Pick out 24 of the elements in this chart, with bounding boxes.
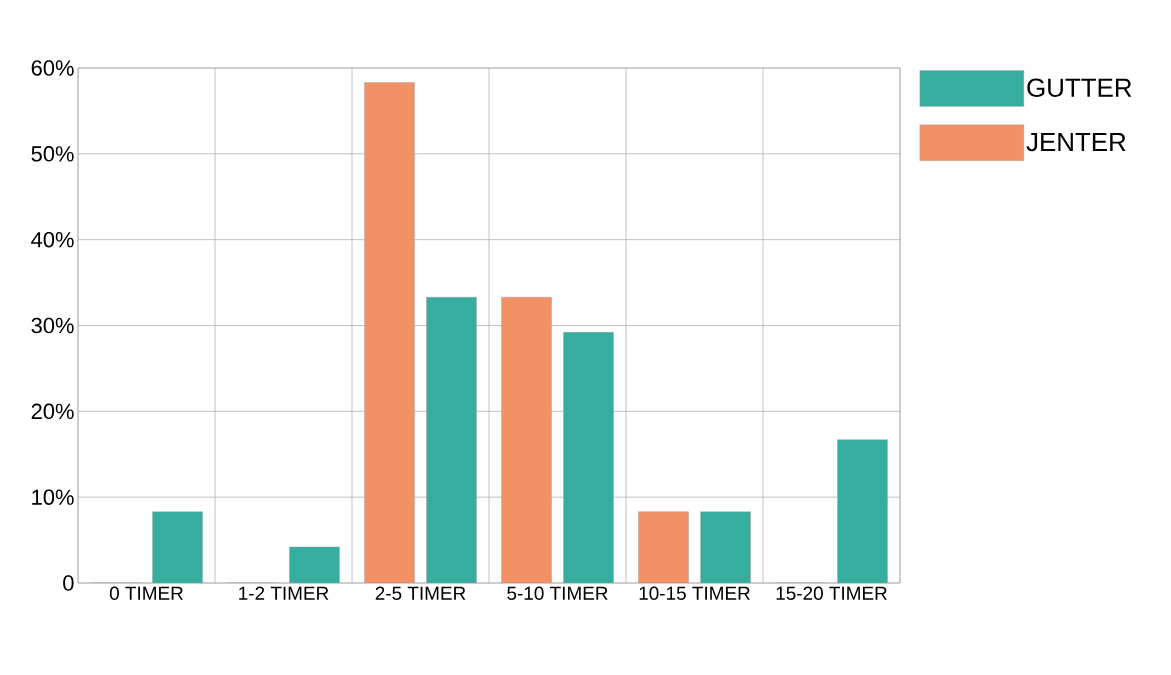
legend-label: GUTTER xyxy=(1027,78,1132,97)
y-tick-label: 0 xyxy=(63,575,74,591)
x-tick-label: 0 TIMER xyxy=(109,586,183,600)
x-tick-label: 2-5 TIMER xyxy=(375,586,466,600)
bar xyxy=(837,439,888,583)
legend-label: JENTER xyxy=(1026,133,1126,152)
x-tick-label: 10-15 TIMER xyxy=(639,586,750,600)
y-tick-label: 10% xyxy=(32,489,74,505)
y-tick-label: 20% xyxy=(31,403,74,420)
bar xyxy=(152,511,203,583)
bar xyxy=(364,82,415,583)
x-tick-label: 15-20 TIMER xyxy=(776,586,887,600)
bar xyxy=(501,297,552,583)
bar xyxy=(563,332,614,583)
y-tick-label: 40% xyxy=(31,231,74,248)
y-tick-label: 60% xyxy=(31,60,74,76)
bar xyxy=(426,297,477,583)
y-tick-label: 30% xyxy=(31,317,74,334)
x-tick-label: 5-10 TIMER xyxy=(507,586,608,600)
bar xyxy=(700,511,751,583)
x-tick-label: 1-2 TIMER xyxy=(239,586,329,600)
bar xyxy=(638,511,689,583)
bar xyxy=(289,546,340,583)
y-tick-label: 50% xyxy=(31,146,74,162)
